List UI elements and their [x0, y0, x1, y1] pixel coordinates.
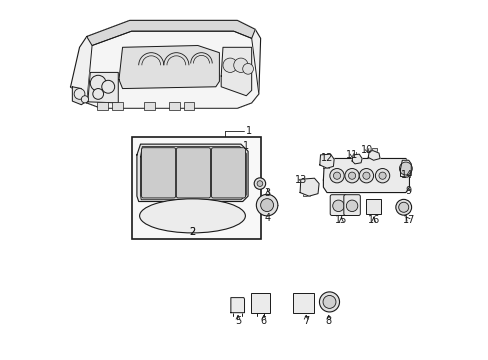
Bar — [323, 165, 328, 168]
Circle shape — [346, 200, 357, 212]
Ellipse shape — [139, 199, 245, 233]
Text: 14: 14 — [400, 170, 412, 180]
Circle shape — [323, 296, 335, 309]
Polygon shape — [86, 31, 258, 108]
Text: 2: 2 — [189, 227, 195, 237]
Circle shape — [254, 178, 265, 189]
Bar — [371, 148, 376, 151]
Circle shape — [359, 168, 373, 183]
Text: 1: 1 — [246, 126, 252, 135]
Circle shape — [242, 63, 253, 74]
Bar — [301, 181, 312, 192]
Circle shape — [81, 96, 88, 103]
Text: 4: 4 — [264, 213, 270, 222]
FancyBboxPatch shape — [211, 148, 245, 198]
Circle shape — [93, 89, 103, 99]
Polygon shape — [319, 154, 333, 168]
Polygon shape — [88, 72, 118, 103]
Circle shape — [399, 162, 411, 175]
Polygon shape — [323, 158, 408, 193]
Polygon shape — [137, 144, 247, 202]
Circle shape — [223, 58, 237, 72]
Polygon shape — [119, 45, 219, 89]
Polygon shape — [221, 47, 251, 96]
Bar — [322, 156, 330, 166]
Circle shape — [378, 172, 386, 179]
Bar — [131, 137, 260, 239]
Text: 5: 5 — [234, 316, 241, 325]
Polygon shape — [300, 178, 319, 196]
Circle shape — [395, 199, 411, 215]
Text: 9: 9 — [405, 186, 411, 197]
Bar — [366, 199, 380, 214]
Circle shape — [102, 80, 115, 93]
Text: 8: 8 — [325, 316, 331, 325]
Bar — [303, 192, 309, 196]
Circle shape — [332, 200, 344, 212]
Circle shape — [329, 168, 344, 183]
Text: 6: 6 — [260, 316, 266, 325]
Bar — [293, 293, 313, 313]
Circle shape — [256, 194, 277, 216]
Circle shape — [333, 172, 340, 179]
Text: 1: 1 — [243, 141, 249, 151]
Circle shape — [344, 168, 359, 183]
FancyBboxPatch shape — [176, 148, 210, 198]
Bar — [97, 102, 108, 110]
Text: 17: 17 — [402, 215, 414, 225]
Polygon shape — [367, 150, 379, 160]
Text: 2: 2 — [189, 227, 195, 237]
FancyBboxPatch shape — [329, 195, 346, 216]
Text: 12: 12 — [320, 153, 332, 163]
Circle shape — [375, 168, 389, 183]
Bar — [169, 102, 180, 110]
Polygon shape — [70, 21, 260, 108]
Text: 11: 11 — [345, 150, 358, 160]
Text: 16: 16 — [366, 215, 379, 225]
Text: 15: 15 — [334, 215, 347, 225]
FancyBboxPatch shape — [142, 148, 175, 198]
Text: 10: 10 — [360, 144, 372, 154]
Polygon shape — [351, 154, 362, 164]
Circle shape — [398, 202, 408, 212]
Text: 3: 3 — [264, 188, 270, 198]
Text: 7: 7 — [303, 316, 309, 325]
Circle shape — [257, 181, 262, 186]
Bar — [172, 215, 199, 223]
Circle shape — [184, 213, 190, 219]
Polygon shape — [86, 21, 255, 45]
Text: 13: 13 — [294, 175, 306, 185]
Polygon shape — [72, 87, 86, 105]
Circle shape — [233, 58, 247, 72]
Bar — [144, 102, 155, 110]
Circle shape — [362, 172, 369, 179]
Bar — [183, 102, 194, 110]
Circle shape — [90, 75, 106, 91]
Bar — [112, 102, 122, 110]
Polygon shape — [140, 147, 246, 200]
Circle shape — [74, 89, 85, 99]
Circle shape — [319, 292, 339, 312]
Polygon shape — [230, 298, 244, 313]
FancyBboxPatch shape — [343, 195, 360, 216]
Polygon shape — [400, 160, 410, 177]
Bar — [250, 293, 270, 314]
Circle shape — [348, 172, 355, 179]
Circle shape — [260, 199, 273, 212]
